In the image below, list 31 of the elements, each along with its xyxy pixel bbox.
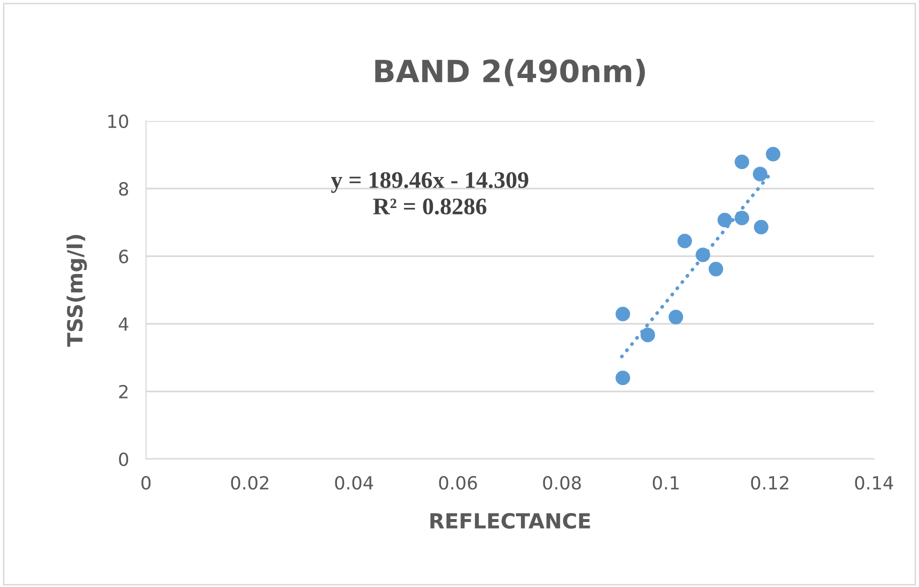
point (668, 310, 684, 324)
point (734, 154, 750, 170)
point (708, 262, 724, 276)
point (696, 248, 710, 262)
y-tick-label: 0 (119, 452, 128, 466)
y-tick-label: 2 (119, 384, 128, 398)
y-tick-label: 8 (119, 182, 128, 196)
point (677, 234, 692, 248)
y-tick-label: 10 (108, 114, 128, 128)
x-tick-label: 0.1 (652, 476, 679, 490)
x-tick-label: 0.02 (231, 476, 268, 490)
point (640, 328, 656, 342)
y-tick-label: 4 (118, 317, 128, 331)
x-tick-label: 0.06 (439, 476, 477, 490)
annotation: y = 189.46x - 14.309 R² = 0.8286 (330, 172, 528, 215)
point (616, 370, 630, 386)
x-tick-label: 0.14 (855, 476, 894, 490)
x-axis-title: REFLECTANCE (430, 512, 590, 529)
point (717, 212, 732, 228)
point (616, 306, 630, 322)
x-tick-label: 0.12 (751, 476, 788, 490)
point (754, 220, 768, 234)
y-axis-title: TSS(mg/l) (66, 234, 87, 347)
x-tick-label: 0.04 (335, 476, 374, 490)
y-tick-label: 6 (119, 250, 128, 264)
point (766, 146, 780, 162)
chart-title: BAND 2(490nm) (375, 58, 645, 86)
x-tick-label: 0 (141, 476, 151, 490)
point (752, 166, 768, 182)
point (734, 210, 750, 226)
x-tick-label: 0.08 (543, 476, 581, 490)
